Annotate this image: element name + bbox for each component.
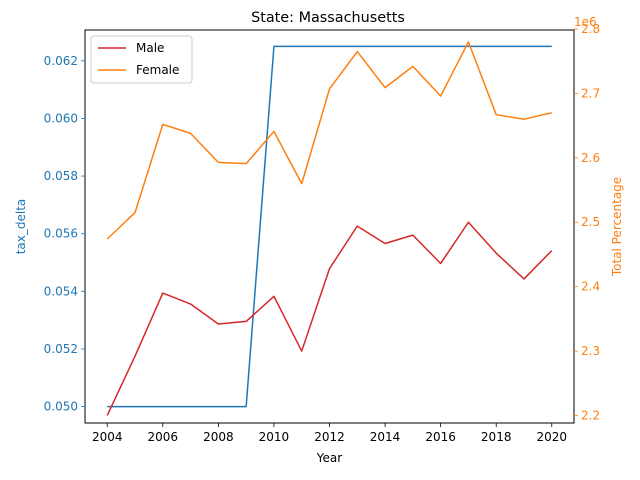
y-axis-right-offset: 1e6 <box>574 15 597 29</box>
y-right-tick-label: 2.3 <box>581 344 600 358</box>
y-axis-right: 2.2 2.3 2.4 2.5 2.6 2.7 2.8 <box>574 22 600 422</box>
chart-title: State: Massachusetts <box>251 10 405 26</box>
plot-area <box>106 41 553 416</box>
x-tick-label: 2004 <box>92 430 123 444</box>
y-left-tick-label: 0.058 <box>44 169 78 183</box>
y-axis-right-label: Total Percentage <box>610 177 624 277</box>
x-tick-label: 2010 <box>259 430 290 444</box>
series-line-male <box>106 221 553 416</box>
y-right-tick-label: 2.6 <box>581 151 600 165</box>
y-left-tick-label: 0.054 <box>44 284 78 298</box>
x-tick-label: 2012 <box>314 430 345 444</box>
x-tick-label: 2020 <box>536 430 567 444</box>
y-right-tick-label: 2.5 <box>581 215 600 229</box>
legend-label-female: Female <box>136 63 179 77</box>
y-left-tick-label: 0.056 <box>44 227 78 241</box>
y-left-tick-label: 0.050 <box>44 400 78 414</box>
y-right-tick-label: 2.7 <box>581 86 600 100</box>
legend-label-male: Male <box>136 41 164 55</box>
y-left-tick-label: 0.052 <box>44 342 78 356</box>
x-axis-label: Year <box>316 451 342 465</box>
y-right-tick-label: 2.2 <box>581 408 600 422</box>
x-tick-label: 2006 <box>148 430 179 444</box>
x-tick-label: 2018 <box>481 430 512 444</box>
y-right-tick-label: 2.4 <box>581 280 600 294</box>
x-tick-label: 2008 <box>203 430 234 444</box>
y-axis-left-label: tax_delta <box>14 199 28 255</box>
series-line-tax-delta <box>107 45 552 408</box>
y-left-tick-label: 0.062 <box>44 54 78 68</box>
x-axis: 2004 2006 2008 2010 2012 2014 2016 2018 2020 <box>92 423 567 444</box>
series-line-female <box>106 41 552 240</box>
x-tick-label: 2016 <box>425 430 456 444</box>
legend: Male Female <box>90 35 193 84</box>
x-tick-label: 2014 <box>370 430 401 444</box>
y-axis-left: 0.050 0.052 0.054 0.056 0.058 0.060 0.062 <box>44 54 85 414</box>
y-right-tick-label: 2.8 <box>581 22 600 36</box>
y-left-tick-label: 0.060 <box>44 111 78 125</box>
